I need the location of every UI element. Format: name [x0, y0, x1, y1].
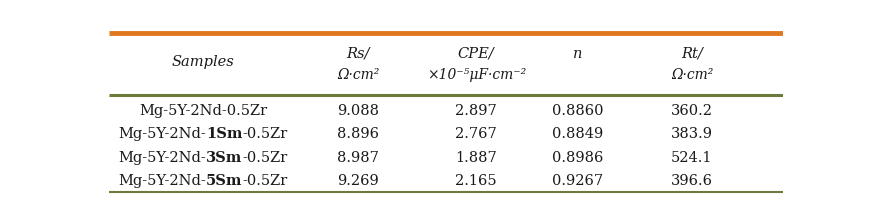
- Text: Mg-5Y-2Nd-: Mg-5Y-2Nd-: [118, 127, 206, 141]
- Text: 8.896: 8.896: [337, 127, 379, 141]
- Text: Mg-5Y-2Nd-: Mg-5Y-2Nd-: [118, 151, 206, 165]
- Text: 5Sm: 5Sm: [206, 174, 242, 188]
- Text: 396.6: 396.6: [670, 174, 713, 188]
- Text: Mg-5Y-2Nd-: Mg-5Y-2Nd-: [118, 174, 206, 188]
- Text: 2.897: 2.897: [454, 104, 496, 118]
- Text: ×10⁻⁵μF·cm⁻²: ×10⁻⁵μF·cm⁻²: [426, 68, 525, 82]
- Text: 0.9267: 0.9267: [551, 174, 602, 188]
- Text: 0.8849: 0.8849: [551, 127, 602, 141]
- Text: CPE/: CPE/: [457, 46, 494, 61]
- Text: 1.887: 1.887: [454, 151, 496, 165]
- Text: 8.987: 8.987: [337, 151, 379, 165]
- Text: -0.5Zr: -0.5Zr: [242, 151, 288, 165]
- Text: n: n: [572, 46, 581, 61]
- Text: 2.767: 2.767: [454, 127, 496, 141]
- Text: 0.8860: 0.8860: [551, 104, 602, 118]
- Text: 383.9: 383.9: [670, 127, 713, 141]
- Text: Rs/: Rs/: [346, 46, 369, 61]
- Text: 360.2: 360.2: [670, 104, 713, 118]
- Text: -0.5Zr: -0.5Zr: [242, 174, 288, 188]
- Text: Ω·cm²: Ω·cm²: [670, 68, 713, 82]
- Text: 2.165: 2.165: [454, 174, 496, 188]
- Text: Ω·cm²: Ω·cm²: [336, 68, 379, 82]
- Text: 524.1: 524.1: [671, 151, 712, 165]
- Text: Rt/: Rt/: [680, 46, 702, 61]
- Text: 3Sm: 3Sm: [206, 151, 242, 165]
- Text: Samples: Samples: [171, 55, 235, 69]
- Text: -0.5Zr: -0.5Zr: [242, 127, 288, 141]
- Text: 9.088: 9.088: [337, 104, 379, 118]
- Text: Mg-5Y-2Nd-0.5Zr: Mg-5Y-2Nd-0.5Zr: [139, 104, 267, 118]
- Text: 0.8986: 0.8986: [551, 151, 602, 165]
- Text: 1Sm: 1Sm: [206, 127, 242, 141]
- Text: 9.269: 9.269: [337, 174, 379, 188]
